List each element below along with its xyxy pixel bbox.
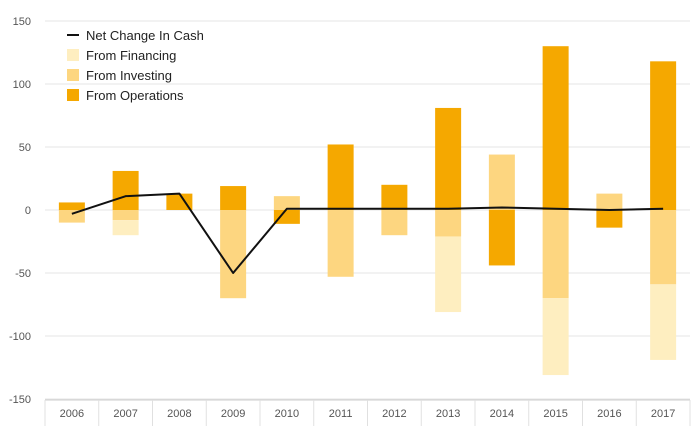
- bar-from-investing-2013: [435, 210, 462, 237]
- bar-from-operations-2007: [112, 170, 139, 210]
- legend-label: From Operations: [86, 88, 184, 103]
- legend-swatch: [67, 69, 79, 81]
- bar-from-operations-2012: [381, 184, 408, 210]
- bar-from-operations-2008: [166, 193, 193, 210]
- gridlines: [45, 20, 690, 400]
- x-tick-label: 2015: [543, 408, 567, 420]
- legend-label: From Financing: [86, 48, 176, 63]
- bars: [58, 46, 677, 376]
- x-tick-label: 2011: [329, 408, 353, 420]
- x-tick-label: 2010: [275, 408, 299, 420]
- y-tick-label: -50: [15, 268, 31, 280]
- x-tick-label: 2016: [597, 408, 621, 420]
- legend-swatch: [67, 49, 79, 61]
- bar-from-investing-2015: [542, 210, 569, 299]
- net-change-line: [71, 192, 664, 274]
- bar-from-investing-2009: [220, 210, 247, 299]
- bar-from-operations-2015: [542, 46, 569, 211]
- x-tick-label: 2008: [167, 408, 191, 420]
- bar-from-investing-2012: [381, 210, 408, 236]
- bar-from-investing-2016: [596, 193, 623, 210]
- bar-from-financing-2013: [435, 236, 462, 313]
- bar-from-operations-2013: [435, 107, 462, 210]
- x-tick-label: 2007: [113, 408, 137, 420]
- bar-from-operations-2017: [650, 61, 677, 210]
- legend-label: Net Change In Cash: [86, 28, 204, 43]
- legend-label: From Investing: [86, 68, 172, 83]
- bar-from-investing-2017: [650, 210, 677, 285]
- bar-from-operations-2009: [220, 186, 247, 210]
- legend-swatch: [67, 89, 79, 101]
- x-axis: 2006 2007 2008 2009 2010 2011 2012 2013 2014 2015…: [44, 399, 691, 426]
- bar-from-operations-2016: [596, 210, 623, 228]
- x-tick-label: 2017: [651, 408, 675, 420]
- y-tick-label: -100: [9, 331, 31, 343]
- net-change-line-group: [71, 192, 664, 274]
- y-axis-ticks: 150 100 50 0 -50 -100 -150: [9, 16, 31, 406]
- y-tick-label: 100: [13, 79, 31, 91]
- y-tick-label: 150: [13, 16, 31, 28]
- bar-from-operations-2011: [327, 144, 354, 210]
- bar-from-investing-2011: [327, 210, 354, 277]
- bar-from-financing-2017: [650, 284, 677, 360]
- bar-from-operations-2014: [488, 210, 515, 266]
- x-tick-label: 2009: [221, 408, 245, 420]
- legend: Net Change In Cash From Financing From Inv…: [67, 28, 204, 103]
- x-tick-label: 2006: [60, 408, 84, 420]
- y-tick-label: 0: [25, 205, 31, 217]
- bar-from-investing-2010: [273, 196, 300, 210]
- bar-from-financing-2015: [542, 298, 569, 376]
- x-tick-label: 2012: [382, 408, 406, 420]
- bar-from-investing-2014: [488, 154, 515, 210]
- x-tick-label: 2013: [436, 408, 460, 420]
- y-tick-label: 50: [19, 142, 31, 154]
- x-tick-label: 2014: [490, 408, 514, 420]
- bar-from-operations-2006: [58, 202, 85, 210]
- bar-from-investing-2007: [112, 210, 139, 221]
- y-tick-label: -150: [9, 394, 31, 406]
- bar-from-financing-2007: [112, 220, 139, 236]
- bar-from-investing-2006: [58, 210, 85, 223]
- bar-from-operations-2010: [273, 210, 300, 224]
